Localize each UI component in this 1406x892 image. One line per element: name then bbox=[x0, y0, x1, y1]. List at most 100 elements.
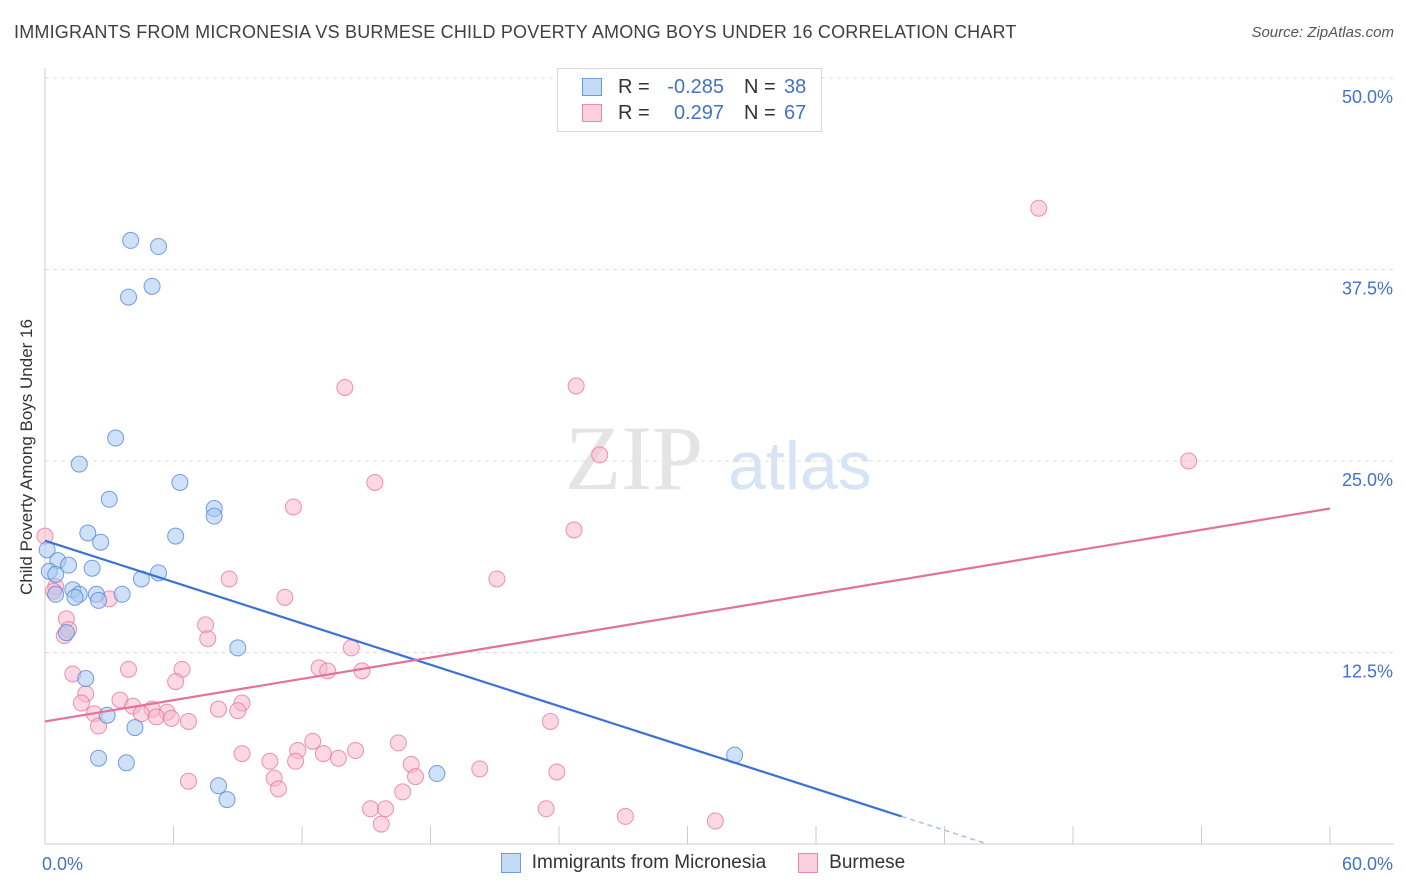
micronesia-point bbox=[92, 533, 110, 551]
micronesia-point bbox=[107, 429, 125, 447]
burmese-point bbox=[342, 639, 360, 657]
x-tick-label: 60.0% bbox=[1342, 854, 1393, 874]
micronesia-point bbox=[150, 238, 168, 256]
micronesia-point bbox=[143, 277, 161, 295]
burmese-point bbox=[389, 734, 407, 752]
stats-swatch-micronesia bbox=[582, 78, 602, 96]
burmese-point bbox=[1180, 452, 1198, 470]
micronesia-point bbox=[47, 565, 65, 583]
micronesia-point bbox=[218, 791, 236, 809]
micronesia-trendline bbox=[44, 539, 903, 818]
legend: Immigrants from Micronesia Burmese bbox=[0, 852, 1406, 874]
burmese-point bbox=[1030, 199, 1048, 217]
micronesia-point bbox=[171, 473, 189, 491]
micronesia-point bbox=[113, 585, 131, 603]
n-value: 67 bbox=[784, 101, 807, 124]
micronesia-point bbox=[120, 288, 138, 306]
burmese-point bbox=[120, 660, 138, 678]
micronesia-points bbox=[38, 231, 744, 809]
burmese-point bbox=[372, 815, 390, 833]
burmese-trendline bbox=[44, 507, 1331, 723]
burmese-point bbox=[284, 498, 302, 516]
stats-row-micronesia: R = -0.285 N = 38 bbox=[582, 74, 806, 100]
burmese-point bbox=[377, 800, 395, 818]
micronesia-point bbox=[209, 777, 227, 795]
burmese-point bbox=[471, 760, 489, 778]
micronesia-point bbox=[100, 490, 118, 508]
axes bbox=[44, 68, 1394, 845]
burmese-point bbox=[314, 745, 332, 763]
legend-item-burmese[interactable]: Burmese bbox=[798, 852, 905, 874]
burmese-point bbox=[347, 742, 365, 760]
burmese-point bbox=[304, 732, 322, 750]
burmese-point bbox=[167, 673, 185, 691]
burmese-point bbox=[706, 812, 724, 830]
micronesia-point bbox=[47, 585, 65, 603]
burmese-point bbox=[488, 570, 506, 588]
burmese-point bbox=[329, 749, 347, 767]
y-tick-labels: 12.5% 25.0% 37.5% 50.0% bbox=[1342, 87, 1393, 682]
n-label: N = bbox=[744, 101, 776, 124]
trend-lines bbox=[44, 507, 1331, 845]
burmese-point bbox=[565, 521, 583, 539]
r-value: -0.285 bbox=[667, 75, 724, 98]
watermark: ZIP atlas bbox=[565, 407, 872, 509]
y-tick-label: 12.5% bbox=[1342, 662, 1393, 682]
micronesia-point bbox=[77, 670, 95, 688]
burmese-point bbox=[220, 570, 238, 588]
burmese-point bbox=[276, 588, 294, 606]
burmese-point bbox=[162, 709, 180, 727]
burmese-point bbox=[591, 446, 609, 464]
legend-label-burmese: Burmese bbox=[829, 852, 906, 873]
r-label: R = bbox=[618, 75, 650, 98]
micronesia-point bbox=[66, 588, 84, 606]
burmese-point bbox=[537, 800, 555, 818]
burmese-point bbox=[287, 752, 305, 770]
y-tick-label: 50.0% bbox=[1342, 87, 1393, 107]
burmese-point bbox=[261, 752, 279, 770]
y-tick-label: 25.0% bbox=[1342, 470, 1393, 490]
legend-swatch-micronesia bbox=[500, 853, 521, 873]
micronesia-point bbox=[57, 624, 75, 642]
burmese-point bbox=[209, 700, 227, 718]
stats-swatch-burmese bbox=[582, 104, 602, 122]
micronesia-point bbox=[428, 765, 446, 783]
burmese-point bbox=[616, 807, 634, 825]
micronesia-point bbox=[126, 719, 144, 737]
legend-item-micronesia[interactable]: Immigrants from Micronesia bbox=[500, 852, 767, 874]
legend-swatch-burmese bbox=[798, 853, 819, 873]
micronesia-point bbox=[79, 524, 97, 542]
micronesia-point bbox=[122, 231, 140, 249]
burmese-point bbox=[233, 745, 251, 763]
micronesia-point bbox=[90, 591, 108, 609]
burmese-point bbox=[179, 712, 197, 730]
burmese-point bbox=[548, 763, 566, 781]
micronesia-point bbox=[117, 754, 135, 772]
burmese-point bbox=[179, 772, 197, 790]
n-label: N = bbox=[744, 75, 776, 98]
watermark-zip: ZIP bbox=[565, 407, 703, 509]
burmese-point bbox=[394, 783, 412, 801]
legend-label-micronesia: Immigrants from Micronesia bbox=[531, 852, 767, 873]
burmese-point bbox=[72, 694, 90, 712]
x-tick-label: 0.0% bbox=[42, 854, 83, 874]
burmese-point bbox=[407, 768, 425, 786]
burmese-point bbox=[147, 708, 165, 726]
burmese-point bbox=[336, 378, 354, 396]
stats-row-burmese: R = 0.297 N = 67 bbox=[582, 100, 806, 126]
y-tick-label: 37.5% bbox=[1342, 279, 1393, 299]
micronesia-point bbox=[167, 527, 185, 545]
micronesia-point bbox=[70, 455, 88, 473]
burmese-point bbox=[567, 377, 585, 395]
grid-lines bbox=[45, 77, 1394, 653]
burmese-point bbox=[199, 630, 217, 648]
micronesia-trendline-extension bbox=[901, 815, 988, 845]
micronesia-point bbox=[90, 749, 108, 767]
burmese-point bbox=[229, 702, 247, 720]
stats-box: R = -0.285 N = 38 R = 0.297 N = 67 bbox=[557, 68, 822, 132]
micronesia-point bbox=[83, 559, 101, 577]
r-label: R = bbox=[618, 101, 650, 124]
burmese-point bbox=[366, 473, 384, 491]
x-tick-labels: 0.0% 60.0% bbox=[42, 854, 1393, 874]
